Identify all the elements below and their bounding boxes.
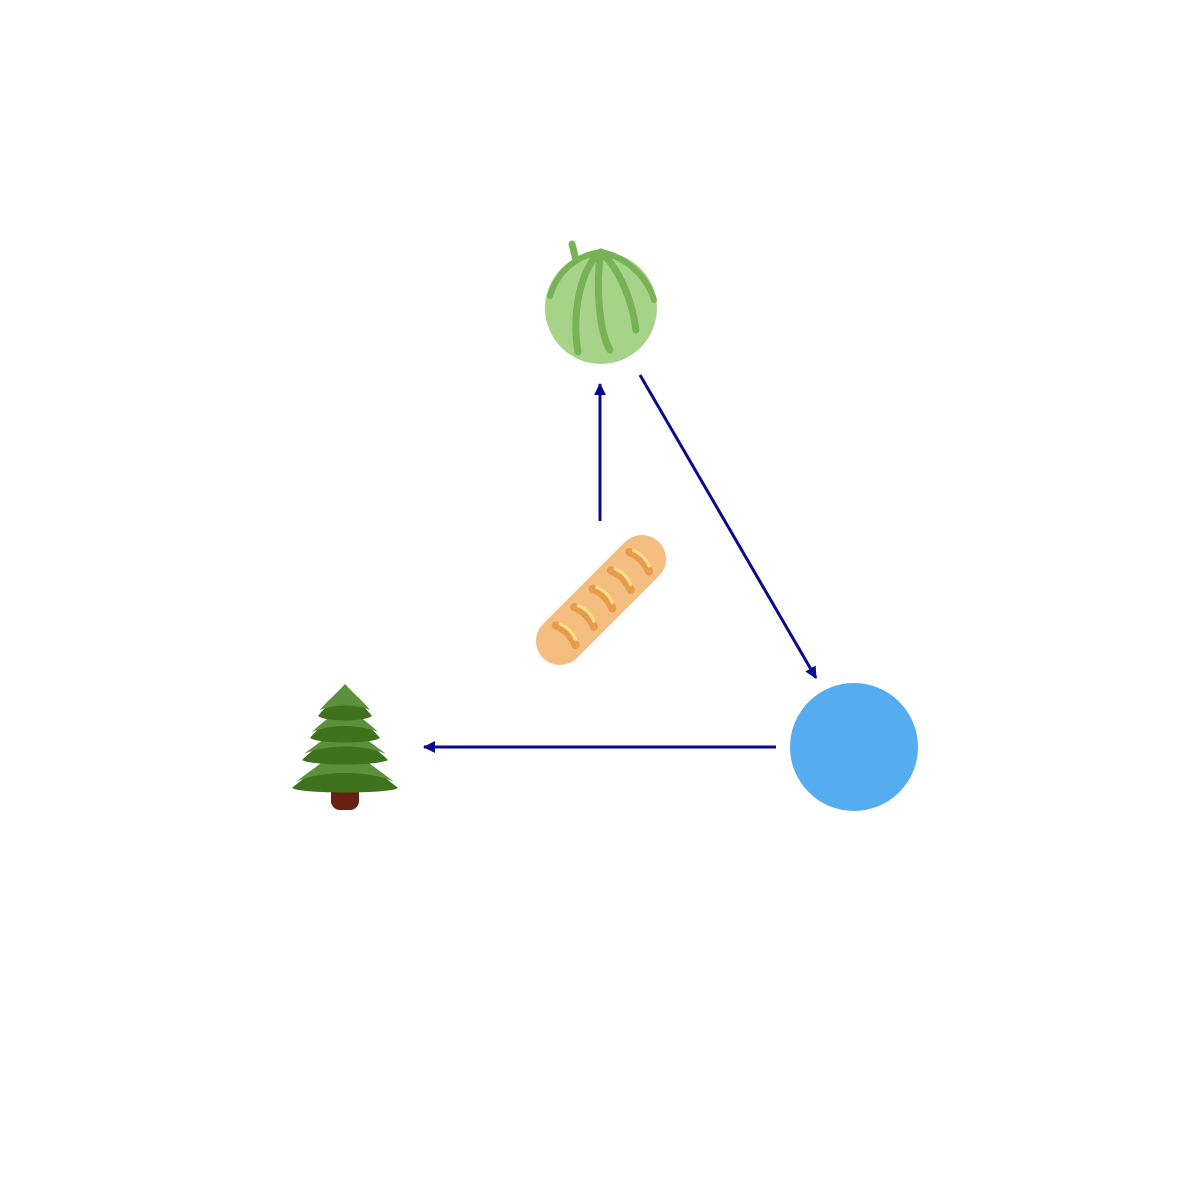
evergreen-tree-icon	[292, 684, 398, 810]
blue-circle-icon	[790, 683, 918, 811]
baguette-bread-icon	[535, 534, 667, 666]
arrow-melon-to-circle	[638, 374, 818, 679]
melon-icon	[545, 240, 657, 364]
